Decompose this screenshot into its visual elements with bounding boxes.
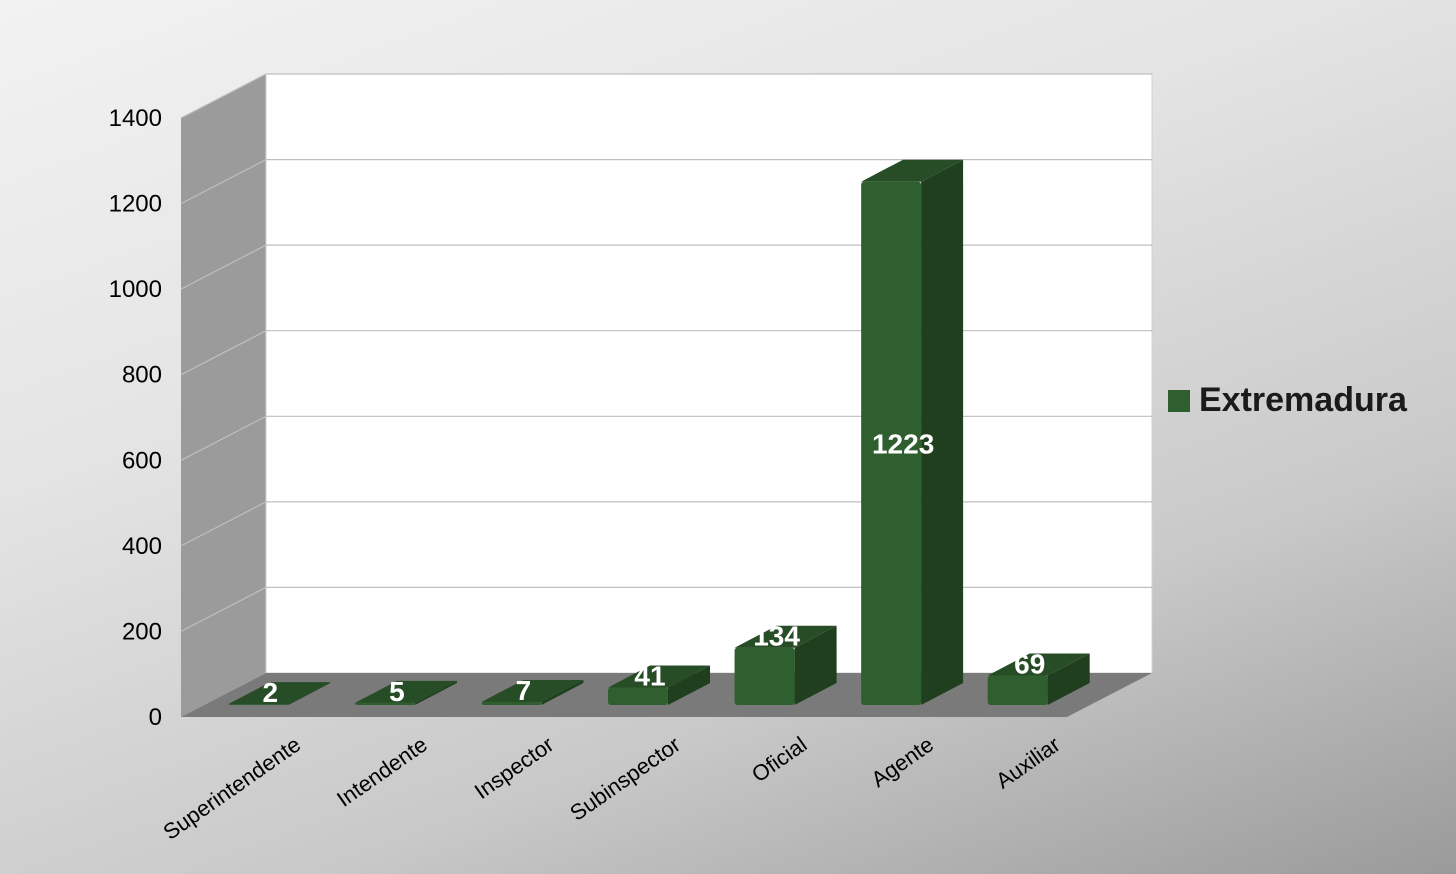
bar-front	[987, 675, 1048, 705]
bar-side	[794, 625, 837, 705]
x-tick-label: Auxiliar	[991, 732, 1064, 794]
gridline	[180, 159, 1152, 205]
y-tick-label: 1000	[109, 276, 162, 303]
bar-side	[668, 665, 710, 705]
y-tick-label: 1200	[109, 191, 162, 218]
x-tick-label: Oficial	[747, 732, 811, 788]
gridline	[180, 501, 1152, 547]
gridline	[180, 244, 1152, 290]
data-label: 7	[516, 675, 532, 706]
data-label: 5	[389, 676, 405, 707]
bar-front	[608, 687, 668, 705]
side-wall	[181, 74, 266, 717]
legend: Extremadura	[1168, 381, 1407, 420]
bar-top	[481, 680, 584, 702]
bar-top	[734, 625, 837, 648]
gridline	[180, 415, 1152, 461]
y-tick-label: 600	[122, 447, 162, 474]
bar-side	[921, 159, 964, 705]
bar-top	[354, 680, 457, 703]
bar-front	[354, 702, 415, 705]
bar-side	[1047, 653, 1090, 705]
bar-top	[608, 665, 710, 688]
data-label: 41	[634, 660, 665, 691]
data-label: 1223	[872, 428, 934, 459]
y-tick-label: 400	[122, 533, 162, 560]
bar-top	[987, 653, 1090, 676]
x-tick-label: Superintendente	[159, 732, 306, 845]
y-tick-label: 200	[122, 618, 162, 645]
bar-side	[414, 680, 457, 705]
x-tick-label: Subinspector	[565, 732, 685, 826]
y-tick-label: 800	[122, 362, 162, 389]
gridline	[180, 73, 1152, 119]
data-label: 69	[1014, 648, 1045, 679]
bar-side	[288, 682, 331, 705]
bar-front	[481, 702, 542, 705]
y-tick-label: 1400	[109, 105, 162, 132]
data-label: 134	[753, 621, 800, 652]
bar-top	[861, 159, 964, 182]
bar-front	[228, 704, 289, 705]
bar-side	[541, 680, 584, 705]
gridline	[180, 330, 1152, 376]
data-label: 2	[262, 677, 278, 708]
back-wall	[265, 73, 1153, 674]
bar-front	[861, 181, 922, 705]
bar-top	[228, 682, 331, 705]
gridline	[180, 586, 1152, 632]
y-tick-label: 0	[149, 704, 162, 731]
bar-front	[734, 647, 795, 705]
x-tick-label: Inspector	[470, 732, 558, 804]
x-tick-label: Agente	[867, 732, 938, 792]
legend-label: Extremadura	[1199, 381, 1407, 419]
x-tick-label: Intendente	[332, 732, 432, 812]
legend-swatch	[1168, 389, 1190, 412]
